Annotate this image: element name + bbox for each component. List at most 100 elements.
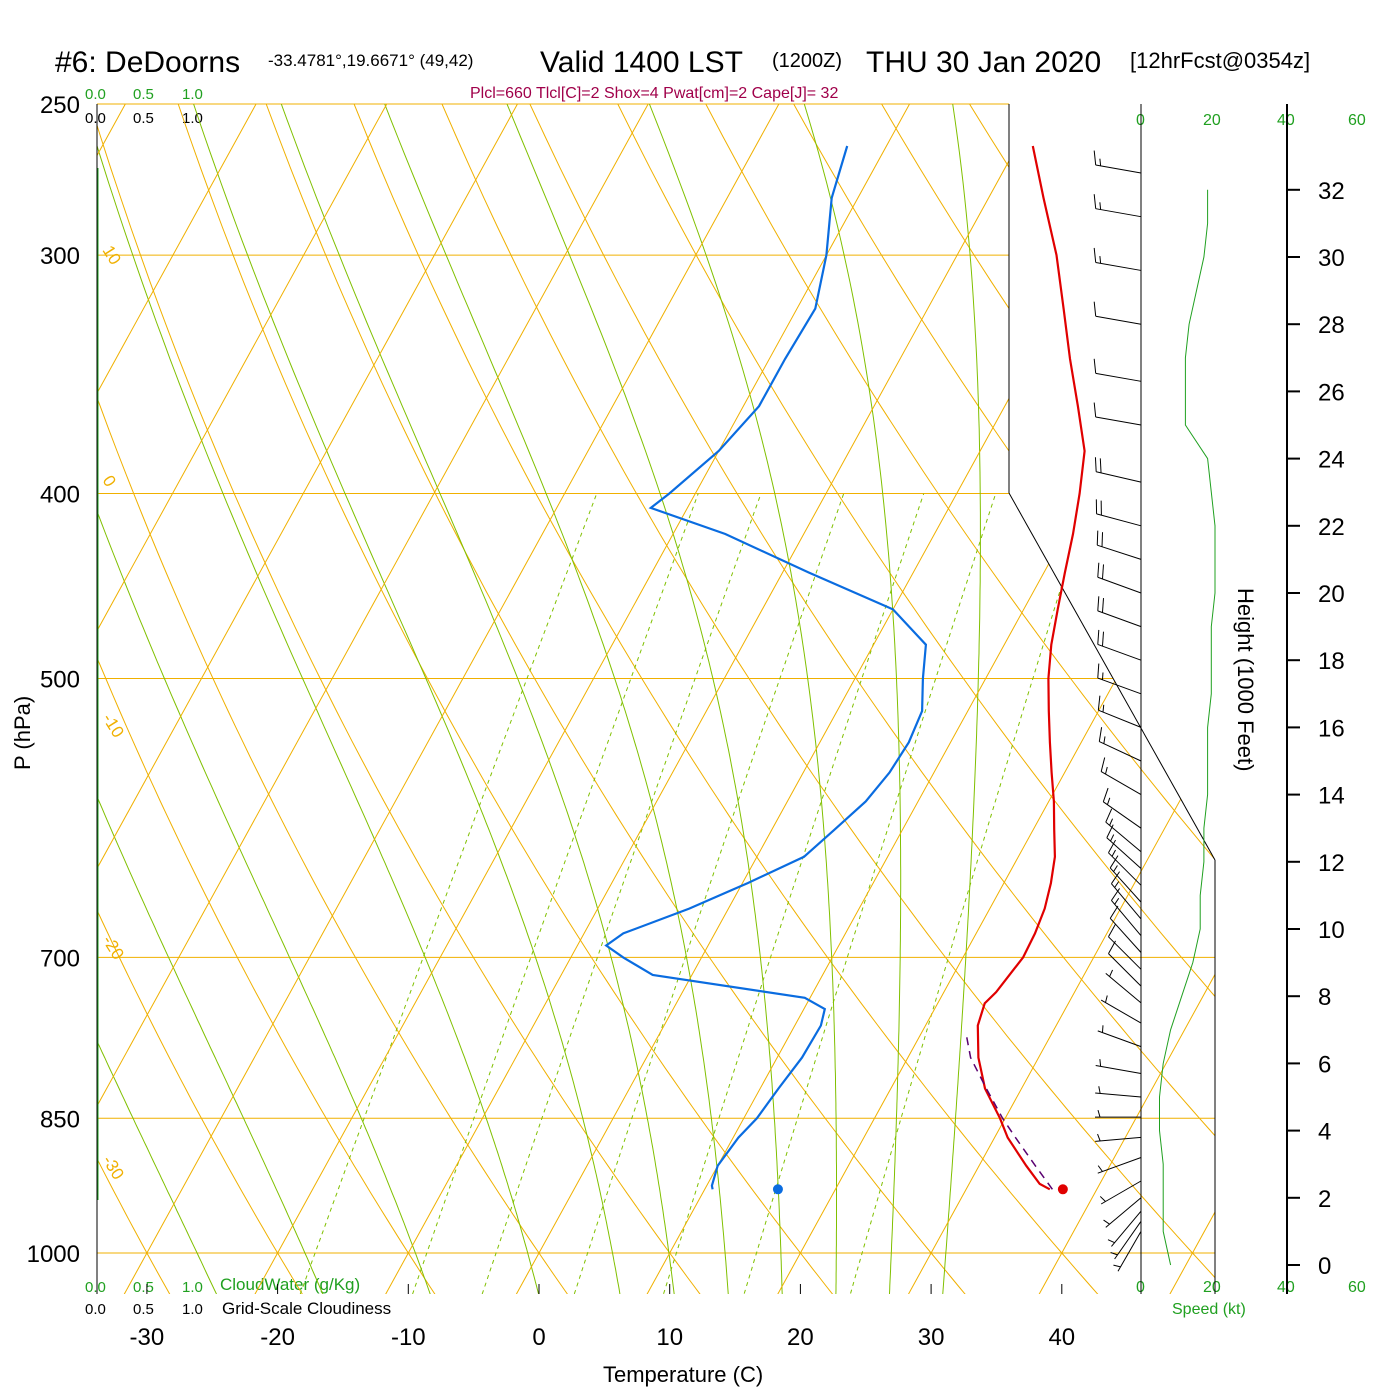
axis-ticks: -30 -20 -10 0 10 20 30 400246810121416182022242… — [130, 178, 1345, 1351]
forecast-label: [12hrFcst@0354z] — [1130, 48, 1310, 73]
height-tick-4: 4 — [1318, 1119, 1331, 1146]
cloud-bottom-2: 1.0 — [182, 1301, 203, 1318]
zulu-time: (1200Z) — [772, 50, 842, 72]
temp-tick--20: -20 — [260, 1324, 295, 1351]
isotherm-10 — [625, 104, 1215, 1294]
moist-adiabat-14 — [280, 104, 679, 1294]
moist-adiabat--20 — [97, 104, 235, 1294]
moist-adiabat-10 — [193, 104, 627, 1294]
wind-barb — [1108, 923, 1142, 970]
isotherm-label-10: 10 — [99, 242, 125, 268]
wind-barb — [1097, 695, 1142, 728]
dry-adiabat--30 — [97, 104, 192, 1294]
isotherm-30 — [887, 104, 1215, 1294]
dry-adiabat--10 — [97, 104, 461, 1294]
station-title: #6: DeDoorns — [55, 46, 240, 79]
isotherm-20 — [756, 104, 1215, 1294]
mixing-ratio-20 — [839, 493, 1091, 1294]
isotherm--40 — [97, 104, 751, 1294]
wind-barb — [1109, 905, 1142, 953]
wind-barb — [1093, 358, 1142, 382]
speed-top-1: 20 — [1203, 112, 1221, 129]
cw-top-0: 0.0 — [85, 86, 106, 103]
isotherm--30 — [103, 104, 882, 1294]
mixing-ratio-label-8: 8 — [638, 1301, 659, 1319]
wind-barb — [1093, 301, 1142, 325]
wind-barb — [1096, 530, 1142, 560]
mixing-ratio-label-12: 12 — [719, 1293, 745, 1319]
cloud-top-1: 0.5 — [133, 110, 154, 127]
isotherm-50 — [1148, 104, 1215, 1294]
wind-barb — [1097, 629, 1142, 661]
speed-axis-label: Speed (kt) — [1172, 1301, 1246, 1318]
mixing-ratio-2 — [398, 493, 699, 1294]
moist-adiabat-30 — [803, 104, 902, 1294]
wind-barb — [1108, 839, 1142, 886]
speed-scale-bottom: 0 20 40 60 Speed (kt) — [1136, 1279, 1366, 1318]
isotherm--80 — [97, 104, 228, 1294]
valid-date: THU 30 Jan 2020 — [866, 46, 1101, 79]
cw-bottom-2: 1.0 — [182, 1279, 203, 1296]
temp-tick-20: 20 — [787, 1324, 814, 1351]
height-tick-32: 32 — [1318, 178, 1345, 205]
isotherm--10 — [364, 104, 1143, 1294]
cloud-bottom-0: 0.0 — [85, 1301, 106, 1318]
wind-speed-profile — [1159, 189, 1216, 1266]
isotherm-right-label-0: 0 — [1007, 325, 1035, 354]
pressure-tick-700: 700 — [40, 945, 80, 972]
height-tick-0: 0 — [1318, 1253, 1331, 1280]
isotherm--70 — [97, 104, 359, 1294]
wind-barb — [1093, 150, 1142, 174]
cloudwater-label: CloudWater (g/Kg) — [220, 1275, 360, 1294]
wind-barb — [1106, 824, 1142, 869]
wind-barb — [1095, 499, 1142, 527]
moist-adiabat-22 — [506, 104, 784, 1294]
series-parcel — [965, 1036, 1054, 1190]
speed-bottom-2: 40 — [1277, 1279, 1295, 1296]
wind-barb — [1097, 596, 1142, 628]
cloud-scale-bottom: 0.0 0.5 1.0 CloudWater (g/Kg) 0.0 0.5 1.… — [85, 1275, 391, 1318]
moist-adiabats — [97, 104, 981, 1294]
temp-tick--30: -30 — [130, 1324, 165, 1351]
stability-indices: Plcl=660 Tlcl[C]=2 Shox=4 Pwat[cm]=2 Cap… — [470, 85, 838, 102]
mixing-ratio-5 — [561, 493, 845, 1294]
wind-barb — [1093, 247, 1142, 271]
height-tick-14: 14 — [1318, 783, 1345, 810]
cloud-top-0: 0.0 — [85, 110, 106, 127]
dry-adiabat-150 — [1192, 104, 1215, 1294]
wind-barb — [1111, 888, 1142, 937]
temp-tick--10: -10 — [391, 1324, 426, 1351]
dry-adiabat-10 — [97, 104, 729, 1294]
moist-adiabat-4 — [97, 104, 549, 1294]
wind-barb — [1097, 562, 1142, 594]
wind-barb — [1103, 1197, 1142, 1228]
wind-barb — [1105, 969, 1142, 1004]
wind-barb — [1095, 1133, 1142, 1142]
surface-temperature-marker — [1057, 1184, 1068, 1195]
height-tick-18: 18 — [1318, 648, 1345, 675]
temp-tick-0: 0 — [532, 1324, 545, 1351]
dry-adiabat-170 — [1358, 0, 1400, 1332]
isotherm-label-0: 0 — [99, 472, 120, 490]
cw-top-1: 0.5 — [133, 86, 154, 103]
height-tick-24: 24 — [1318, 447, 1345, 474]
wind-barb — [1100, 757, 1142, 796]
height-axis-title: Height (1000 Feet) — [1233, 588, 1258, 771]
mixing-ratio-12 — [732, 493, 997, 1294]
height-tick-6: 6 — [1318, 1051, 1331, 1078]
plot-frame — [96, 104, 1288, 1294]
wind-barb — [1109, 855, 1142, 903]
x-axis-title: Temperature (C) — [603, 1362, 763, 1387]
wind-barb — [1100, 995, 1142, 1024]
dry-adiabat--20 — [97, 104, 327, 1294]
mixing-ratio-label-3: 3 — [456, 1301, 477, 1319]
pressure-tick-300: 300 — [40, 243, 80, 270]
mixing-ratio-8 — [651, 493, 925, 1294]
moist-adiabat-26 — [648, 104, 837, 1294]
wind-barb — [1098, 727, 1142, 762]
temp-tick-30: 30 — [918, 1324, 945, 1351]
dry-adiabat-100 — [780, 104, 1215, 1294]
dry-adiabat-40 — [285, 104, 1132, 1294]
